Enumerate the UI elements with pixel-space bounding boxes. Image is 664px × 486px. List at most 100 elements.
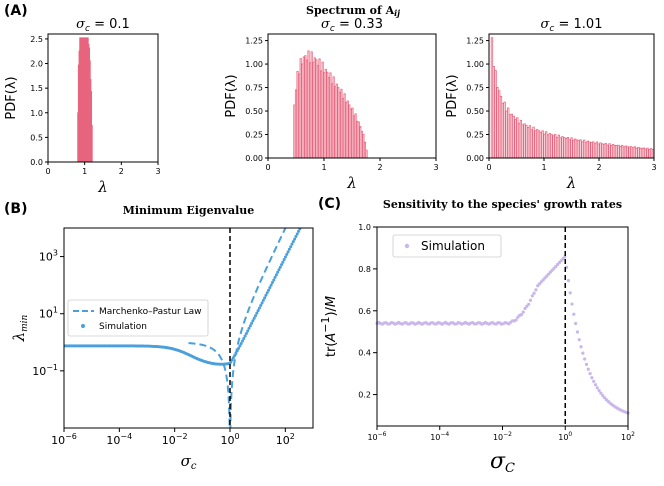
sim-point	[242, 336, 246, 340]
hist-bar	[588, 141, 591, 159]
y-tick-label: 2.0	[30, 60, 43, 69]
hist-bar	[337, 87, 340, 159]
sim-point	[294, 235, 298, 239]
y-tick-label: 0.4	[358, 349, 371, 358]
legend-sim-label: Simulation	[99, 322, 147, 332]
sim-point	[599, 391, 603, 395]
sim-point	[528, 298, 533, 302]
sim-point	[240, 339, 244, 343]
hist-bar	[492, 66, 495, 159]
hist-bar	[619, 146, 622, 159]
tick-exp: −1	[46, 363, 58, 372]
hist-bar	[599, 142, 602, 159]
sim-point	[230, 358, 234, 362]
sim-point	[586, 367, 590, 371]
y-tick-label: 1.25	[466, 37, 484, 46]
sim-point	[291, 240, 295, 244]
hist-bar	[557, 134, 561, 159]
hist-bar	[574, 138, 577, 159]
xlab-main: σ	[181, 452, 192, 470]
x-tick-label: 0	[45, 167, 50, 176]
hist-bar	[555, 136, 559, 159]
sim-point	[260, 301, 264, 305]
hist-bar	[362, 133, 365, 159]
tick-exp: 0	[234, 432, 239, 441]
hist-bar	[309, 62, 312, 159]
hist-bar	[514, 119, 517, 159]
y-axis-label: tr(A−1)/M	[319, 296, 339, 357]
sim-point	[247, 326, 251, 330]
plot-frame	[267, 33, 437, 159]
ylab-a: tr(	[324, 342, 339, 358]
hist-bar	[564, 137, 568, 159]
hist-bar	[543, 133, 546, 159]
tick-exp: 2	[631, 431, 635, 438]
sim-point	[239, 341, 243, 345]
hist-bar	[327, 77, 330, 159]
y-tick-label: 1.25	[245, 37, 263, 46]
hist-bar	[490, 37, 494, 159]
xlab-sub: c	[191, 461, 197, 472]
y-tick-label: 0.0	[30, 158, 43, 167]
chart-title: σc = 1.01	[541, 17, 603, 34]
tick-base: 10	[32, 365, 46, 378]
hist-bar	[356, 120, 359, 159]
ylab-e: M	[324, 296, 339, 307]
chart-a3: 0 1 2 3 0.00 0.25 0.50 0.75 1.00 1.25 σc = 1.01 λ PD…	[445, 17, 657, 192]
tick-base: 10	[621, 433, 631, 442]
sim-point	[252, 316, 256, 320]
legend-box	[67, 299, 209, 337]
hist-bar	[521, 124, 524, 159]
y-tick-label: 0.00	[245, 154, 263, 163]
tick-exp: −4	[120, 432, 132, 441]
x-tick-label: 100	[220, 432, 239, 447]
hist-bar	[621, 144, 624, 159]
y-axis-label: PDF(λ)	[4, 76, 19, 119]
sim-point	[305, 215, 308, 218]
sim-point	[254, 314, 258, 318]
chart-title: Minimum Eigenvalue	[123, 204, 255, 217]
hist-bar	[581, 141, 584, 159]
sim-point	[268, 286, 272, 290]
sim-point	[597, 389, 601, 393]
legend-sim-label: Simulation	[421, 239, 485, 253]
sim-point	[231, 356, 235, 360]
chart-title: σc = 0.33	[321, 17, 383, 34]
sim-point	[579, 345, 583, 349]
sim-point	[584, 362, 589, 366]
sim-point	[235, 349, 239, 353]
hist-bar	[517, 122, 521, 159]
hist-bar	[335, 83, 338, 159]
chart-a2: 0 1 2 3 0.00 0.25 0.50 0.75 1.00 1.25 σc = 0.33 λ PD…	[224, 17, 439, 192]
hist-bar	[626, 146, 629, 159]
hist-bar	[640, 147, 644, 159]
x-tick-label: 0	[265, 163, 270, 172]
x-axis-label: λ	[566, 174, 577, 192]
hist-bar	[341, 98, 345, 159]
legend: Simulation	[392, 234, 502, 258]
hist-bar	[624, 145, 627, 159]
hist-bar	[590, 142, 593, 159]
hist-bar	[324, 68, 327, 159]
sim-point	[261, 298, 265, 302]
y-tick-label: 101	[39, 306, 58, 321]
sim-point	[274, 273, 278, 277]
sim-point	[519, 313, 524, 317]
hist-bar	[610, 145, 613, 159]
sim-point	[248, 324, 252, 328]
x-tick-label: 2	[596, 163, 601, 172]
sim-point	[566, 279, 571, 283]
y-tick-label: 0.75	[466, 84, 484, 93]
hist-bar	[525, 124, 528, 159]
sim-point	[233, 354, 237, 358]
hist-bar	[611, 144, 615, 159]
y-tick-label: 0.75	[245, 84, 263, 93]
hist-bar	[628, 146, 631, 159]
tick-base: 10	[39, 308, 53, 321]
sim-point	[297, 229, 301, 233]
hist-bar	[494, 70, 497, 159]
suptitle-a: Spectrum of Aij	[306, 4, 400, 18]
y-tick-label: 103	[39, 249, 58, 264]
hist-bar	[633, 146, 636, 159]
sim-point	[234, 351, 238, 355]
